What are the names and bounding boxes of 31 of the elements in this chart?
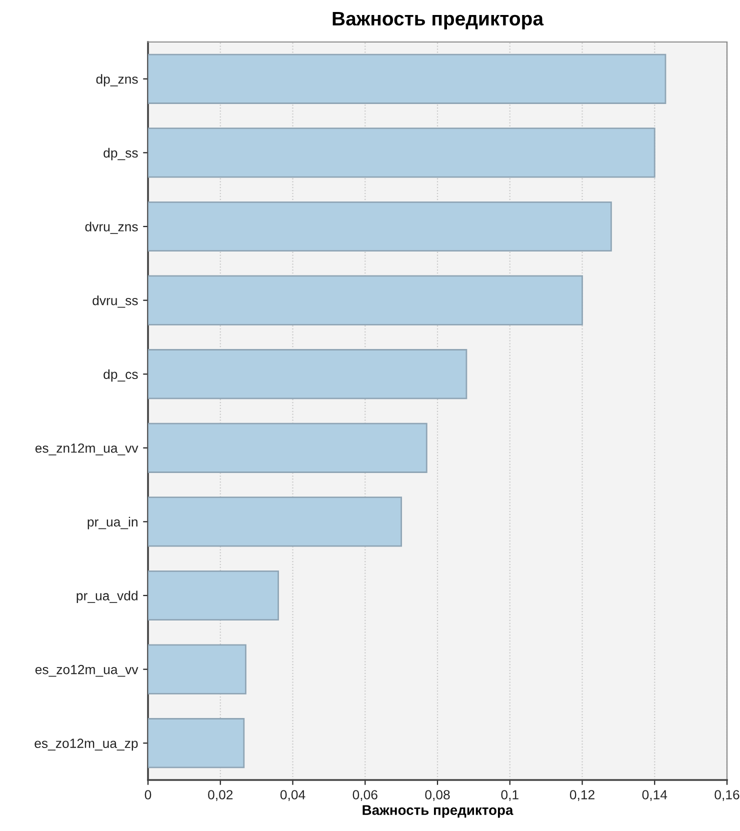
x-tick-label: 0,06: [352, 790, 378, 801]
bar: [148, 54, 666, 104]
y-tick-label: dvru_ss: [92, 296, 138, 308]
x-tick-label: 0,1: [501, 790, 518, 801]
y-tick-label: es_zn12m_ua_vv: [35, 443, 138, 456]
x-tick-label: 0,12: [570, 790, 594, 801]
bar: [148, 275, 583, 326]
y-tick-label: dp_zns: [96, 74, 138, 86]
y-tick-label: es_zo12m_ua_zp: [34, 738, 138, 751]
x-axis-title: Важность предиктора: [362, 805, 514, 818]
y-tick-label: es_zo12m_ua_vv: [35, 664, 138, 677]
bar: [148, 496, 402, 547]
x-tick-label: 0,08: [425, 790, 450, 801]
y-tick-label: dp_ss: [104, 148, 138, 160]
bar: [148, 644, 246, 694]
x-tick-label: 0,04: [280, 790, 306, 801]
y-tick-label: pr_ua_in: [88, 516, 138, 530]
bar: [148, 349, 468, 400]
x-tick-label: 0,14: [642, 790, 668, 801]
bar: [148, 128, 656, 178]
bar: [148, 570, 279, 621]
x-tick-label: 0: [144, 790, 152, 800]
x-tick-label: 0,16: [714, 790, 740, 801]
y-tick-label: dp_cs: [104, 369, 138, 382]
bar: [148, 422, 428, 473]
y-tick-label: dvru_zns: [85, 222, 138, 234]
y-tick-label: pr_ua_vdd: [76, 590, 138, 604]
bar: [148, 718, 245, 768]
x-tick-label: 0,02: [208, 790, 233, 801]
chart-title: Важность предиктора: [332, 12, 544, 30]
bar: [148, 201, 612, 252]
